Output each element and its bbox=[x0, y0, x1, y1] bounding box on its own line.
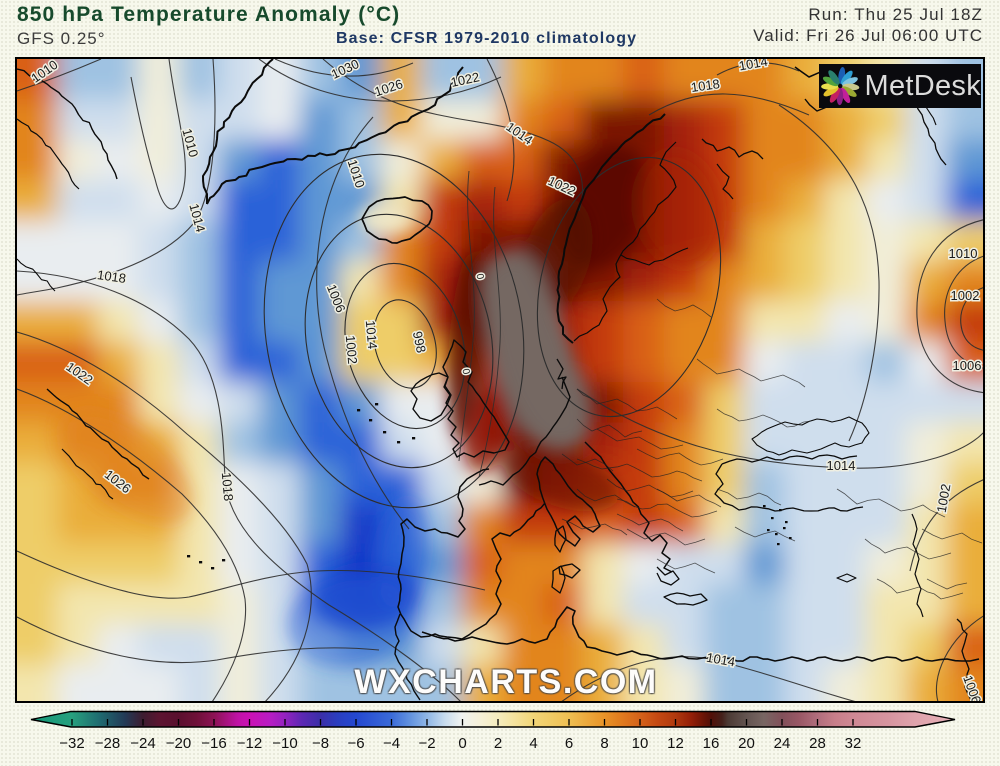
svg-text:1018: 1018 bbox=[219, 472, 236, 502]
svg-text:24: 24 bbox=[774, 735, 791, 752]
svg-text:−12: −12 bbox=[237, 735, 262, 752]
svg-text:28: 28 bbox=[809, 735, 826, 752]
svg-text:−32: −32 bbox=[59, 735, 84, 752]
svg-text:−20: −20 bbox=[166, 735, 191, 752]
svg-text:−10: −10 bbox=[272, 735, 297, 752]
svg-text:0: 0 bbox=[460, 368, 472, 376]
svg-text:1014: 1014 bbox=[363, 320, 380, 350]
svg-text:1010: 1010 bbox=[949, 246, 978, 261]
svg-text:4: 4 bbox=[529, 735, 537, 752]
svg-text:998: 998 bbox=[410, 330, 429, 354]
svg-text:1002: 1002 bbox=[951, 288, 980, 303]
svg-text:−2: −2 bbox=[418, 735, 435, 752]
svg-text:16: 16 bbox=[703, 735, 720, 752]
svg-text:2: 2 bbox=[494, 735, 502, 752]
svg-text:−28: −28 bbox=[95, 735, 120, 752]
svg-text:−24: −24 bbox=[130, 735, 155, 752]
svg-text:32: 32 bbox=[845, 735, 862, 752]
svg-text:10: 10 bbox=[632, 735, 649, 752]
svg-text:6: 6 bbox=[565, 735, 573, 752]
svg-text:1014: 1014 bbox=[705, 650, 736, 670]
svg-text:−4: −4 bbox=[383, 735, 400, 752]
svg-text:−8: −8 bbox=[312, 735, 329, 752]
svg-text:12: 12 bbox=[667, 735, 684, 752]
svg-text:1018: 1018 bbox=[96, 267, 127, 286]
svg-text:8: 8 bbox=[600, 735, 608, 752]
svg-text:1018: 1018 bbox=[690, 76, 721, 95]
svg-text:20: 20 bbox=[738, 735, 755, 752]
svg-text:1002: 1002 bbox=[343, 335, 360, 365]
svg-text:0: 0 bbox=[458, 735, 466, 752]
svg-text:−6: −6 bbox=[347, 735, 364, 752]
svg-text:−16: −16 bbox=[201, 735, 226, 752]
svg-text:0: 0 bbox=[474, 273, 486, 281]
svg-text:1014: 1014 bbox=[827, 458, 856, 473]
svg-text:1006: 1006 bbox=[953, 358, 982, 373]
svg-text:1002: 1002 bbox=[934, 483, 954, 514]
